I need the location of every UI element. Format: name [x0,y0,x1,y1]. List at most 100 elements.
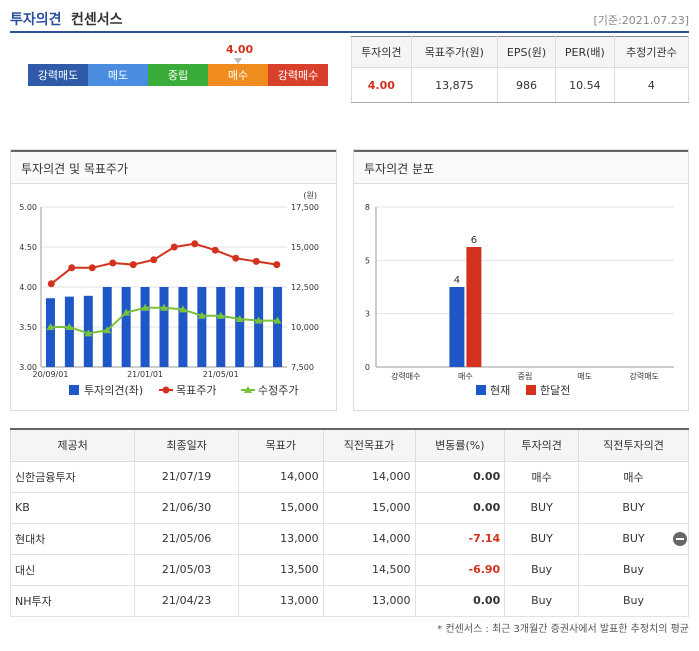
adjusted-price-point [103,326,112,334]
scale-current-value: 4.00 [226,43,254,56]
summary-header: 목표주가(원) [410,36,499,68]
table-cell: 13,500 [238,553,324,586]
table-cell: -7.14 [414,522,506,555]
table-cell: 0.00 [414,584,506,617]
summary-header: 추정기관수 [613,36,690,68]
table-cell: 신한금융투자 [9,460,136,493]
summary-header: 투자의견 [351,36,412,68]
bar-value-label: 4 [454,275,460,286]
table-cell: 21/05/06 [134,522,240,555]
x-tick-label: 매도 [577,372,592,381]
collapse-minus-icon[interactable] [673,532,687,546]
summary-value: 986 [497,67,556,103]
table-cell: KB [9,491,136,524]
chart-legend: 현재 한달전 [476,384,570,397]
section-title-sub: 컨센서스 [71,12,123,28]
reference-date: [기준:2021.07.23] [593,14,689,27]
table-cell: 현대차 [9,522,136,555]
adjusted-price-point [84,329,93,337]
table-cell: Buy [578,584,689,617]
x-tick-label: 20/09/01 [32,370,68,379]
table-cell: 0.00 [414,460,506,493]
table-cell: BUY [504,491,580,524]
detail-header: 투자의견 [504,428,580,462]
adjusted-price-point [65,323,74,330]
y-tick-label: 5 [365,256,370,265]
table-cell: Buy [504,553,580,586]
table-cell: 21/07/19 [134,460,240,493]
table-cell: 매수 [578,460,689,493]
opinion-bar [178,287,188,367]
opinion-bar [235,287,245,367]
table-cell: -6.90 [414,553,506,586]
summary-value: 4 [613,67,690,103]
table-cell: 매수 [504,460,580,493]
y-left-tick-label: 4.00 [19,283,37,292]
adjusted-price-point [273,316,282,324]
y-left-tick-label: 4.50 [19,243,37,252]
legend-label: 목표주가 [176,384,216,397]
table-row: 현대차 21/05/06 13,000 14,000 -7.14 BUY BUY [9,522,689,555]
target-price-point [211,246,219,254]
target-price-point [129,261,137,269]
opinion-bar [159,287,169,367]
detail-header: 목표가 [238,428,324,462]
x-tick-label: 21/05/01 [203,370,239,379]
target-price-point [191,240,199,248]
table-cell: 13,000 [238,522,324,555]
y-right-tick-label: 7,500 [291,363,314,372]
consensus-summary-table: 투자의견 목표주가(원) EPS(원) PER(배) 추정기관수 4.00 13,875 9… [351,36,690,103]
table-cell: 14,000 [322,460,416,493]
legend-swatch [69,385,79,395]
table-cell: 15,000 [322,491,416,524]
opinion-scale-bar: 강력매도 매도 중립 매수 강력매수 [28,64,328,86]
adjusted-price-point [197,311,206,319]
legend-swatch [526,385,536,395]
summary-value: 10.54 [554,67,615,103]
x-tick-label: 강력매수 [391,371,420,381]
adjusted-price-point [178,305,187,313]
opinion-bar [254,287,264,367]
opinion-bar [197,287,207,367]
table-cell: 21/05/03 [134,553,240,586]
table-cell: 14,500 [322,553,416,586]
opinion-distribution-panel: 투자의견 분포 8 5 3 0 강력매수 매수 4 6 중립 매도 강력매도 현재 한달전 [353,149,689,411]
opinion-bar [45,298,55,367]
adjusted-price-point [160,303,168,311]
summary-value: 13,875 [410,67,499,103]
opinion-bar [273,287,283,367]
table-cell: 21/04/23 [134,584,240,617]
adjusted-price-point [122,308,131,316]
target-price-point [68,264,76,272]
summary-header: EPS(원) [497,36,556,68]
target-price-point [232,254,240,262]
table-cell: Buy [504,584,580,617]
table-row: NH투자 21/04/23 13,000 13,000 0.00 Buy Buy [9,584,689,617]
legend-label: 한달전 [540,384,570,397]
footnote: * 컨센서스 : 최근 3개월간 증권사에서 발표한 추정치의 평균 [437,624,689,635]
detail-header: 최종일자 [134,428,240,462]
scale-marker-icon [234,58,242,64]
table-cell: Buy [578,553,689,586]
table-cell: 14,000 [322,522,416,555]
y-right-tick-label: 12,500 [291,283,319,292]
detail-header: 직전투자의견 [578,428,689,462]
table-cell: BUY [578,491,689,524]
x-tick-label: 강력매도 [629,371,658,381]
legend-label: 수정주가 [258,384,298,397]
table-cell: NH투자 [9,584,136,617]
y-left-tick-label: 3.00 [19,363,37,372]
adjusted-price-point [46,323,55,330]
opinion-bar [140,287,150,367]
table-cell: BUY [578,522,689,555]
month-ago-bar [466,247,482,367]
x-tick-label: 중립 [518,372,533,381]
table-cell: 0.00 [414,491,506,524]
chart-legend: 투자의견(좌) 목표주가 수정주가 [69,384,298,397]
adjusted-price-point [254,316,263,324]
y-tick-label: 8 [365,203,370,212]
table-row: 대신 21/05/03 13,500 14,500 -6.90 Buy Buy [9,553,689,586]
legend-marker [162,386,170,394]
target-price-point [170,243,178,251]
